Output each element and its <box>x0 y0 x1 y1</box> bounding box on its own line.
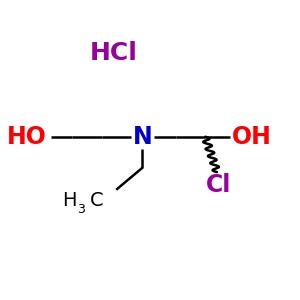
Text: Cl: Cl <box>206 173 231 197</box>
Text: HO: HO <box>7 125 47 149</box>
Text: N: N <box>133 125 152 149</box>
Text: C: C <box>90 191 104 210</box>
Text: 3: 3 <box>77 203 85 216</box>
Text: OH: OH <box>232 125 272 149</box>
Text: H: H <box>62 191 77 210</box>
Text: HCl: HCl <box>89 41 137 65</box>
